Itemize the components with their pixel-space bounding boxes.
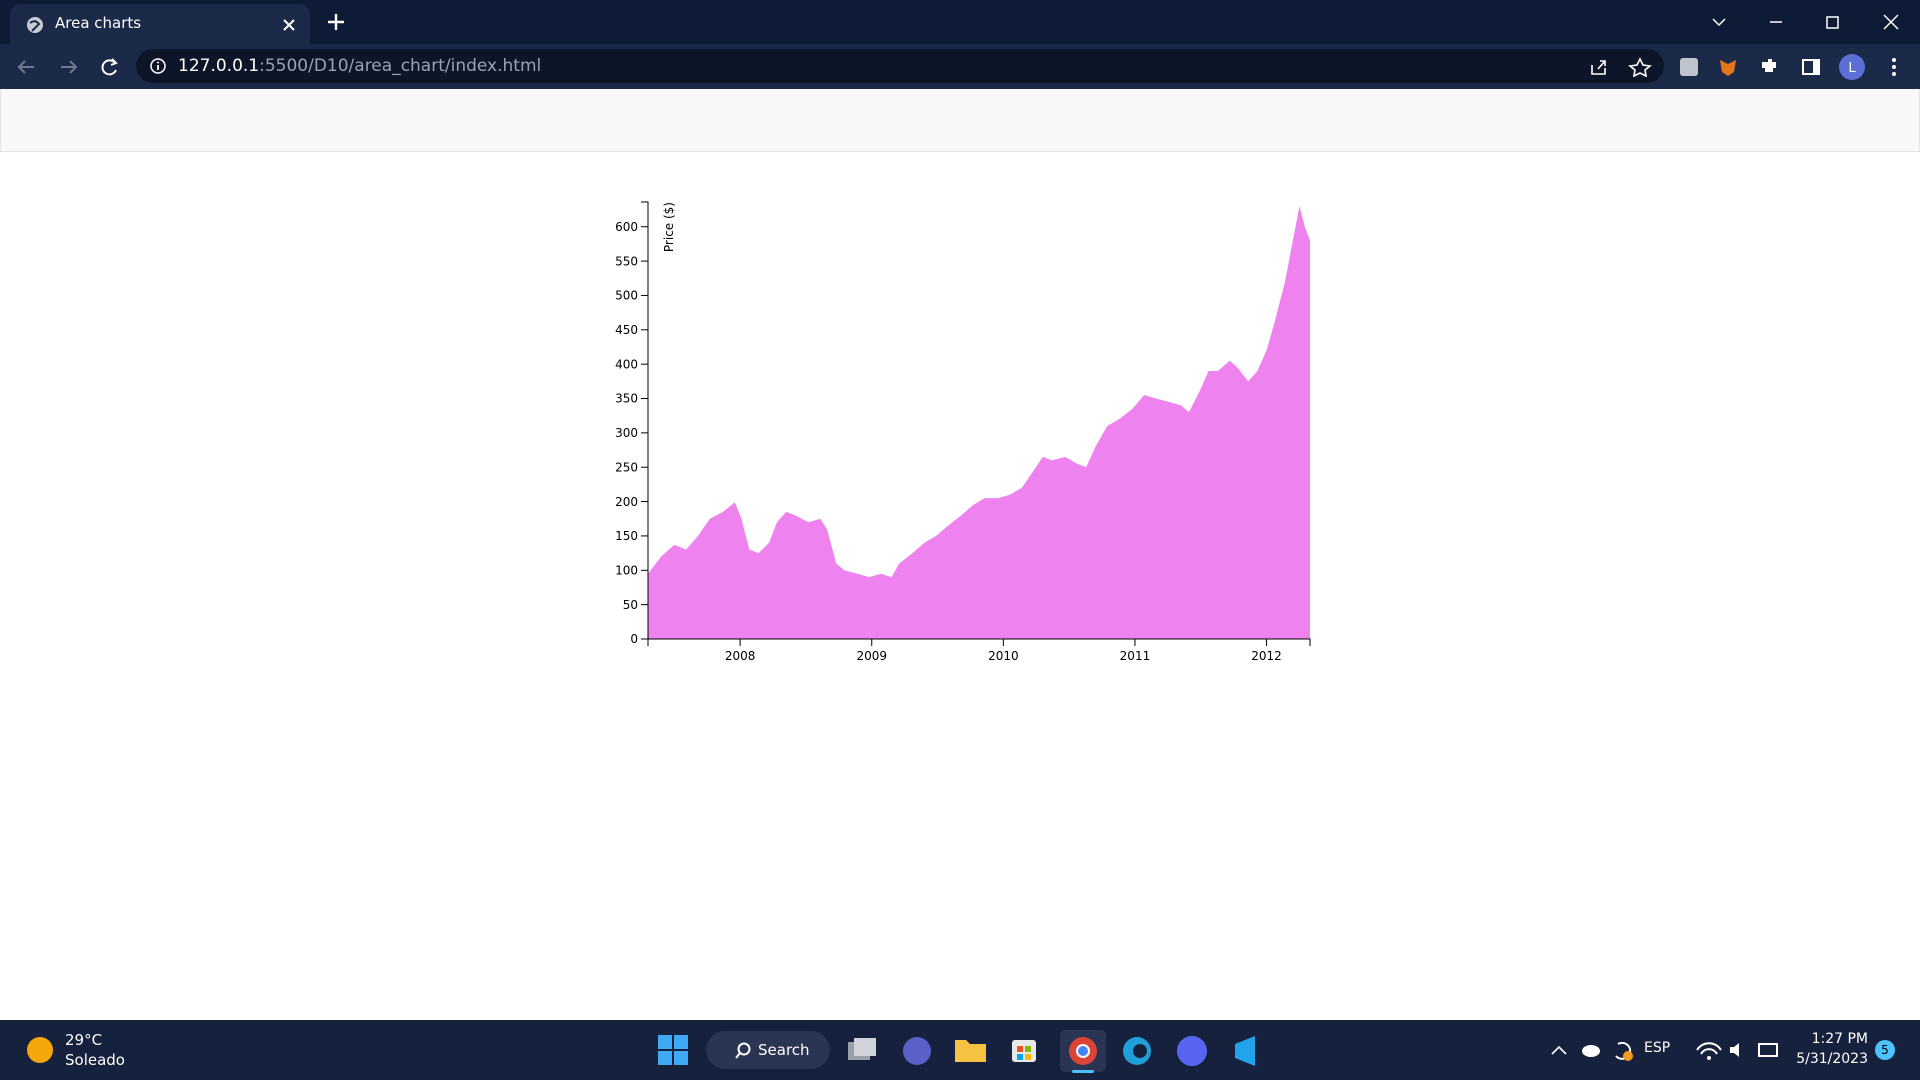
language[interactable]: ESP — [1644, 1040, 1671, 1056]
y-tick-label: 450 — [615, 323, 638, 337]
svg-text:L: L — [1848, 61, 1856, 76]
omnibox-actions[interactable] — [1588, 57, 1658, 77]
taskbar: 29°C Soleado Search ESP 1:27 PM 5/31/202… — [0, 1020, 1920, 1080]
clock-time[interactable]: 1:27 PM — [1811, 1031, 1868, 1047]
y-axis-label: Price ($) — [662, 202, 676, 252]
tab-title: Area charts — [55, 14, 142, 32]
page-header — [0, 89, 1920, 152]
x-tick-label: 2008 — [725, 649, 756, 663]
x-tick-label: 2010 — [988, 649, 1019, 663]
toolbar-icons[interactable]: L — [1676, 52, 1916, 82]
chart: 0 50 100 150 200 250 300 350 400 450 500 550 600 2008… — [615, 201, 1311, 663]
y-tick-label: 350 — [615, 392, 638, 406]
search-label: Search — [758, 1041, 810, 1059]
y-tick-label: 50 — [623, 598, 638, 612]
y-tick-label: 400 — [615, 357, 638, 371]
tab-bar: Area charts — [0, 0, 1920, 44]
pinned-apps[interactable] — [840, 1028, 1270, 1074]
clock-date[interactable]: 5/31/2023 — [1796, 1051, 1868, 1067]
url-host: 127.0.0.1 — [178, 56, 260, 76]
x-tick-label: 2012 — [1251, 649, 1282, 663]
y-tick-label: 550 — [615, 254, 638, 268]
y-tick-label: 600 — [615, 220, 638, 234]
y-tick-label: 500 — [615, 289, 638, 303]
url-path: :5500/D10/area_chart/index.html — [259, 56, 542, 76]
weather: Soleado — [65, 1051, 125, 1069]
notification-badge[interactable]: 5 — [1875, 1040, 1895, 1060]
tray-icons[interactable] — [1550, 1036, 1790, 1064]
y-tick-label: 150 — [615, 529, 638, 543]
y-tick-label: 100 — [615, 563, 638, 577]
y-tick-label: 200 — [615, 495, 638, 509]
window-controls — [1712, 14, 1899, 30]
tab[interactable]: Area charts — [10, 4, 310, 44]
x-tick-label: 2009 — [856, 649, 887, 663]
search-icon — [735, 1042, 751, 1059]
y-tick-label: 300 — [615, 426, 638, 440]
url: 127.0.0.1:5500/D10/area_chart/index.html — [178, 49, 541, 83]
address-bar: 127.0.0.1:5500/D10/area_chart/index.html… — [0, 44, 1920, 89]
x-tick-label: 2011 — [1120, 649, 1151, 663]
y-tick-label: 0 — [630, 632, 638, 646]
omnibox[interactable]: 127.0.0.1:5500/D10/area_chart/index.html — [136, 49, 1664, 83]
temperature: 29°C — [65, 1031, 103, 1049]
x-axis-domain — [647, 638, 1311, 646]
tab-close[interactable] — [282, 18, 296, 32]
y-tick-label: 250 — [615, 460, 638, 474]
search-box[interactable]: Search — [706, 1031, 830, 1069]
weather-icon[interactable] — [26, 1036, 54, 1064]
site-info[interactable] — [150, 58, 166, 74]
nav-buttons[interactable] — [14, 54, 124, 80]
y-axis-domain — [641, 201, 649, 640]
area — [648, 206, 1310, 640]
start-button[interactable] — [657, 1034, 689, 1066]
new-tab[interactable] — [327, 13, 345, 31]
tab-icon — [27, 17, 43, 33]
